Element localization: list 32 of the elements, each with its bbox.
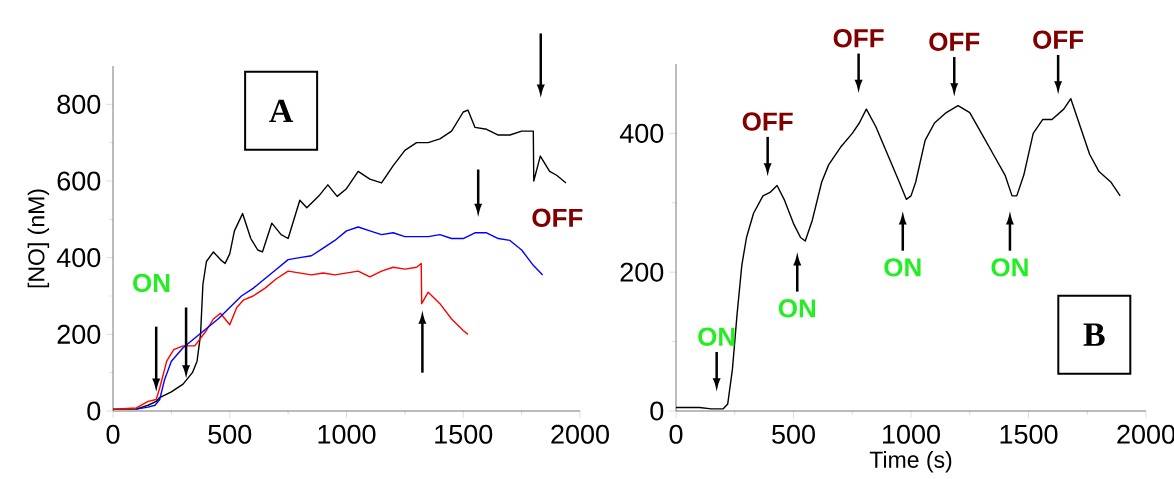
x-tick-label: 500 bbox=[208, 424, 252, 444]
x-tick-label: 1000 bbox=[318, 424, 376, 444]
text: OFF bbox=[929, 32, 980, 51]
annotation: ON bbox=[778, 299, 816, 318]
x-axis-title: Time (s) bbox=[869, 450, 952, 473]
y-tick-label: 400 bbox=[619, 123, 664, 143]
x-tick-label: 1500 bbox=[435, 424, 493, 444]
x-tick-label: 2000 bbox=[1117, 424, 1174, 444]
annotation: ON bbox=[884, 258, 921, 277]
y-tick-label: 800 bbox=[57, 94, 101, 114]
annotation: OFF bbox=[742, 112, 793, 131]
annotation: B bbox=[1083, 323, 1105, 346]
x-tick-label: 0 bbox=[106, 424, 120, 444]
text: OFF bbox=[833, 29, 884, 48]
annotation: ON bbox=[133, 273, 170, 293]
annotation: A bbox=[269, 99, 294, 123]
y-tick-label: 0 bbox=[650, 401, 664, 421]
y-tick-label: 400 bbox=[56, 248, 101, 268]
x-tick-label: 0 bbox=[669, 424, 683, 444]
annotation: OFF bbox=[532, 208, 583, 228]
annotation: ON bbox=[698, 327, 735, 346]
x-tick-label: 2000 bbox=[551, 424, 609, 444]
x-tick-label: 500 bbox=[772, 424, 815, 444]
y-tick-label: 200 bbox=[620, 262, 664, 282]
y-tick-label: 600 bbox=[57, 171, 101, 191]
text: OFF bbox=[1033, 30, 1084, 49]
annotation: ON bbox=[991, 258, 1028, 277]
y-tick-label: 200 bbox=[57, 324, 101, 344]
y-axis-title: [NO] (nM) bbox=[27, 189, 50, 288]
x-tick-label: 1500 bbox=[1000, 424, 1058, 444]
x-tick-label: 1000 bbox=[883, 424, 940, 444]
y-tick-label: 0 bbox=[87, 401, 101, 421]
